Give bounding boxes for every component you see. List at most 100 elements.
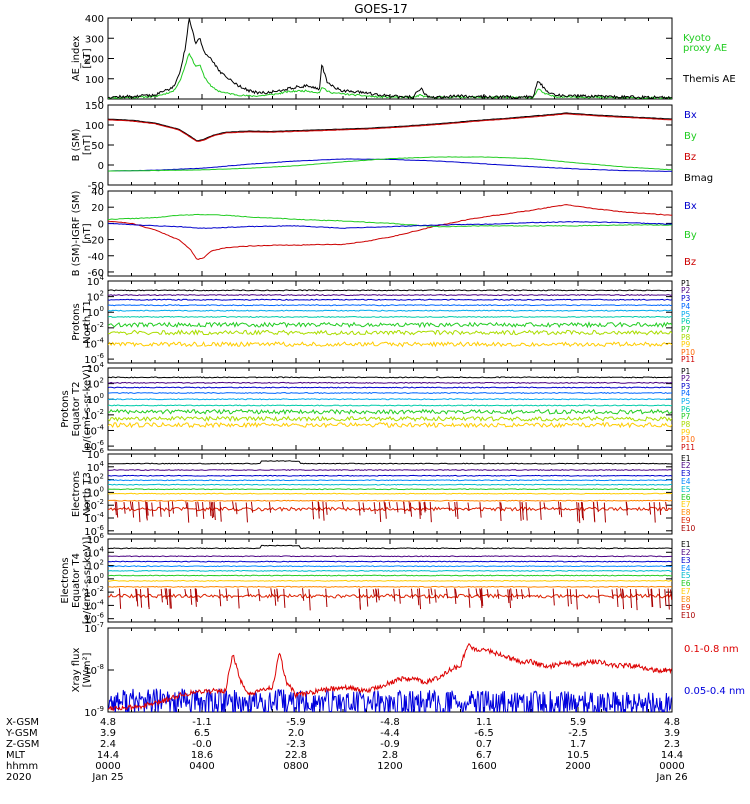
y-tick-label: 10-6 <box>84 352 104 366</box>
panel-frame-xray <box>107 627 673 713</box>
series-line <box>169 588 172 609</box>
series-group-pt2 <box>108 376 672 429</box>
series-line <box>194 588 197 607</box>
footer-value: 18.6 <box>191 750 213 761</box>
footer-value: -4.8 <box>380 717 400 728</box>
y-axis-label-line: [nT] <box>82 223 93 243</box>
footer-value: 14.4 <box>661 750 683 761</box>
series-line <box>268 502 272 513</box>
y-axis-label-line: Equator T2 <box>71 382 82 437</box>
footer-value: 2.0 <box>288 728 304 739</box>
series-group-ae <box>108 18 672 99</box>
legend-entry: 0.05-0.4 nm <box>684 686 745 697</box>
series-line <box>396 502 399 513</box>
series-line <box>500 502 503 510</box>
footer-value: 1.7 <box>570 739 586 750</box>
legend-entry: P10 <box>681 348 695 357</box>
y-axis-label-line: [e/(cm²-s-sr-keV)] <box>82 537 93 625</box>
y-tick-base: 10 <box>87 450 100 461</box>
y-tick-base: 10 <box>84 324 97 335</box>
y-tick-base: 10 <box>84 426 97 437</box>
y-tick-label: -50 <box>88 181 104 192</box>
series-line <box>625 501 628 516</box>
legend-entry: E10 <box>681 611 696 620</box>
series-line <box>108 492 672 495</box>
y-tick-exp: 2 <box>100 290 104 298</box>
y-tick-exp: 2 <box>100 559 104 567</box>
series-line <box>108 404 672 407</box>
legend-entry: By <box>684 131 697 142</box>
footer-value: 6.5 <box>194 728 210 739</box>
footer-value: -2.3 <box>286 739 306 750</box>
series-line <box>393 588 396 602</box>
series-line <box>448 502 451 511</box>
series-line <box>580 501 584 519</box>
y-tick-base: 10 <box>84 339 97 350</box>
series-line <box>445 588 449 599</box>
series-line <box>467 502 470 512</box>
legend-entry: P8 <box>681 333 691 342</box>
footer-value: 0000 <box>95 761 120 772</box>
footer-value: 0800 <box>283 761 308 772</box>
series-line <box>167 501 170 517</box>
y-tick-base: 10 <box>84 514 97 525</box>
y-tick-base: 10 <box>87 380 100 391</box>
y-axis-label: Xray flux[W/m²] <box>71 648 93 693</box>
series-line <box>559 502 563 518</box>
series-line <box>108 687 672 712</box>
series-line <box>108 579 672 582</box>
y-tick-exp: 4 <box>100 460 105 468</box>
series-line <box>195 588 198 602</box>
y-tick-label: 20 <box>91 203 104 214</box>
y-tick-base: 10 <box>84 666 97 677</box>
legend-entry: P11 <box>681 443 695 452</box>
y-tick-label: 10-4 <box>84 598 104 612</box>
series-line <box>481 588 484 607</box>
y-tick-base: 10 <box>87 535 100 546</box>
series-line <box>171 501 174 514</box>
series-line <box>619 588 623 597</box>
series-line <box>417 588 420 606</box>
y-axis-label: ProtonsNorth T1 <box>71 300 93 344</box>
footer-value: 2.4 <box>100 739 116 750</box>
y-tick-label: 104 <box>87 545 105 559</box>
legend-entry: P7 <box>681 412 691 421</box>
series-group-xray <box>108 642 672 712</box>
series-line <box>168 589 171 609</box>
legend-entry: E6 <box>681 579 691 588</box>
series-line <box>108 398 672 401</box>
legend-entry: P3 <box>681 294 691 303</box>
footer-value: -2.5 <box>568 728 588 739</box>
footer-value: -0.0 <box>192 739 212 750</box>
legend-entry: P10 <box>681 435 695 444</box>
y-tick-label: 10-2 <box>84 321 104 335</box>
footer-value: 22.8 <box>285 750 307 761</box>
y-tick-exp: 6 <box>100 532 105 540</box>
series-line <box>147 588 150 610</box>
y-tick-exp: -2 <box>97 585 104 593</box>
series-line <box>408 501 411 512</box>
legend-entry: By <box>684 230 697 241</box>
legend-entry: E9 <box>681 603 691 612</box>
legend-entry: E3 <box>681 469 691 478</box>
footer-row-label: 2020 <box>6 772 31 783</box>
y-tick-exp: -4 <box>97 336 105 344</box>
series-line <box>375 588 378 603</box>
y-axis-label-line: [p/(cm²-s-sr-keV)] <box>82 365 93 453</box>
legend-entry: P1 <box>681 367 691 376</box>
y-tick-exp: 0 <box>100 392 104 400</box>
y-tick-label: 10-8 <box>84 663 104 677</box>
series-line <box>185 501 188 509</box>
y-tick-base: 10 <box>84 411 97 422</box>
series-line <box>468 588 471 608</box>
series-group-et3 <box>108 460 672 524</box>
series-line <box>419 502 422 516</box>
legend-entry: E2 <box>681 548 691 557</box>
series-line <box>418 501 421 519</box>
series-group-bigrf <box>108 204 672 261</box>
y-tick-label: 102 <box>87 377 104 391</box>
series-line <box>116 501 119 518</box>
series-line <box>430 588 433 596</box>
series-line <box>108 220 672 229</box>
